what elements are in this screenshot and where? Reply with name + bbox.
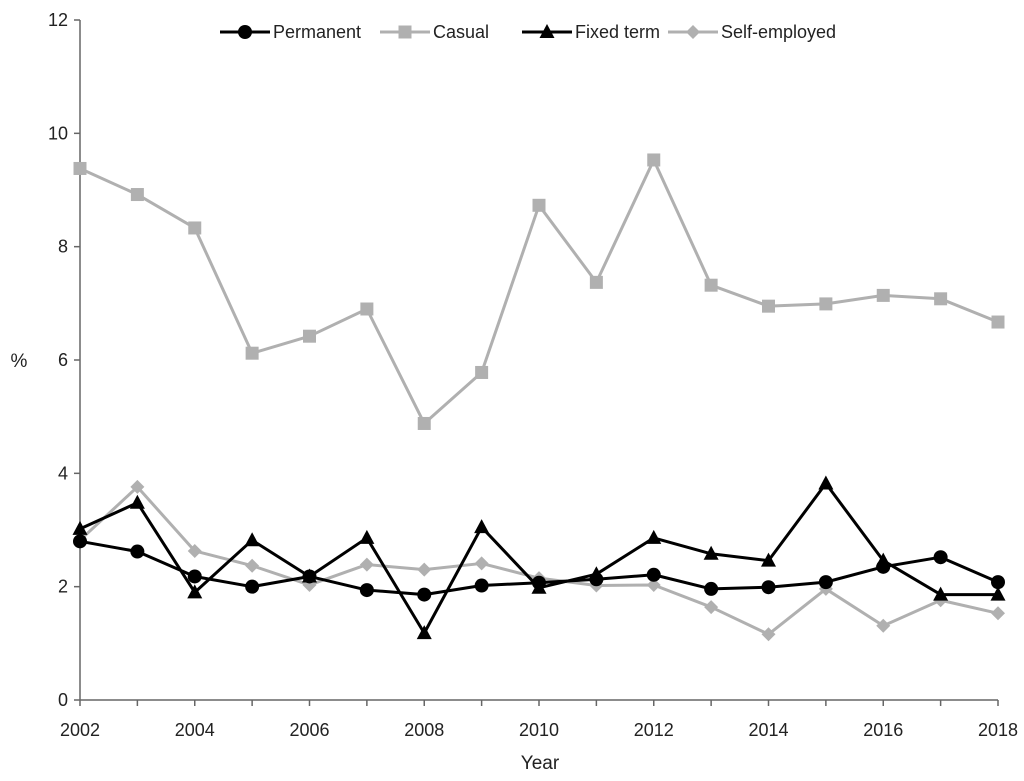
legend-label: Self-employed xyxy=(721,22,836,42)
legend-marker xyxy=(238,25,252,39)
legend-label: Fixed term xyxy=(575,22,660,42)
data-point-permanent xyxy=(933,550,948,565)
data-point-self-employed xyxy=(130,479,145,494)
legend-label: Permanent xyxy=(273,22,361,42)
data-point-casual xyxy=(532,198,546,212)
series-casual xyxy=(73,153,1005,430)
y-tick-label: 8 xyxy=(58,237,68,257)
data-point-self-employed xyxy=(417,562,432,577)
legend-item-self-employed: Self-employed xyxy=(668,22,836,42)
x-tick-label: 2010 xyxy=(519,720,559,740)
data-point-self-employed xyxy=(876,618,891,633)
data-point-casual xyxy=(475,365,489,379)
data-point-fixed-term xyxy=(933,586,949,601)
data-point-permanent xyxy=(359,583,374,598)
x-tick-label: 2002 xyxy=(60,720,100,740)
y-tick-label: 2 xyxy=(58,577,68,597)
data-point-casual xyxy=(73,161,87,175)
data-point-fixed-term xyxy=(416,625,432,640)
data-point-casual xyxy=(589,275,603,289)
data-point-fixed-term xyxy=(761,552,776,567)
data-point-casual xyxy=(704,278,718,292)
data-point-fixed-term xyxy=(244,532,260,547)
data-point-casual xyxy=(647,153,661,167)
data-point-casual xyxy=(876,288,890,302)
x-tick-label: 2006 xyxy=(289,720,329,740)
y-ticks: 0 2 4 6 8 10 12 xyxy=(48,10,80,710)
data-point-permanent xyxy=(245,579,260,594)
y-tick-label: 10 xyxy=(48,123,68,143)
data-point-self-employed xyxy=(245,558,260,573)
data-point-fixed-term xyxy=(359,529,375,544)
data-point-permanent xyxy=(761,580,776,595)
data-point-fixed-term xyxy=(646,529,662,544)
data-point-fixed-term xyxy=(72,520,88,535)
legend-marker xyxy=(398,25,412,39)
axes xyxy=(79,20,998,701)
data-point-casual xyxy=(819,297,833,311)
legend-item-permanent: Permanent xyxy=(220,22,361,42)
legend-item-casual: Casual xyxy=(380,22,489,42)
data-point-casual xyxy=(991,315,1005,329)
data-point-permanent xyxy=(187,569,202,584)
data-point-self-employed xyxy=(474,556,489,571)
data-point-casual xyxy=(360,302,374,316)
data-point-fixed-term xyxy=(875,552,891,567)
series-layer xyxy=(72,153,1006,642)
legend-marker xyxy=(686,25,700,39)
legend-item-fixed-term: Fixed term xyxy=(522,22,660,42)
data-point-permanent xyxy=(818,575,833,590)
data-point-self-employed xyxy=(187,543,202,558)
legend: Permanent Casual Fixed term Self-employed xyxy=(220,22,836,42)
data-point-fixed-term xyxy=(187,584,203,599)
data-point-casual xyxy=(417,416,431,430)
series-self-employed xyxy=(73,479,1005,642)
data-point-self-employed xyxy=(991,606,1005,621)
y-tick-label: 12 xyxy=(48,10,68,30)
data-point-casual xyxy=(762,299,775,313)
legend-label: Casual xyxy=(433,22,489,42)
x-tick-label: 2018 xyxy=(978,720,1018,740)
data-point-self-employed xyxy=(761,627,776,642)
data-point-permanent xyxy=(130,544,145,559)
data-point-permanent xyxy=(417,587,432,602)
legend-marker xyxy=(539,24,555,38)
data-point-self-employed xyxy=(704,600,719,615)
x-tick-label: 2008 xyxy=(404,720,444,740)
y-tick-label: 6 xyxy=(58,350,68,370)
data-point-fixed-term xyxy=(990,586,1006,601)
y-tick-label: 4 xyxy=(58,463,68,483)
data-point-fixed-term xyxy=(703,545,719,560)
x-ticks: 2002 2004 2006 2008 2010 2012 2014 2016 2018 xyxy=(60,700,1018,740)
x-tick-label: 2012 xyxy=(634,720,674,740)
data-point-permanent xyxy=(73,534,87,549)
data-point-fixed-term xyxy=(474,519,490,534)
data-point-casual xyxy=(934,292,948,306)
data-point-permanent xyxy=(474,578,489,593)
data-point-fixed-term xyxy=(302,568,317,583)
series-fixed-term xyxy=(72,475,1006,640)
data-point-self-employed xyxy=(646,577,661,592)
y-axis-title: % xyxy=(11,351,28,372)
data-point-casual xyxy=(245,346,259,360)
data-point-fixed-term xyxy=(588,566,604,581)
x-tick-label: 2004 xyxy=(175,720,215,740)
x-axis-title: Year xyxy=(521,753,560,774)
data-point-permanent xyxy=(991,575,1005,590)
data-point-fixed-term xyxy=(129,494,145,509)
x-tick-label: 2016 xyxy=(863,720,903,740)
data-point-casual xyxy=(130,188,144,202)
series-line-self-employed xyxy=(78,485,999,636)
data-point-casual xyxy=(303,329,316,343)
data-point-casual xyxy=(188,221,202,235)
x-tick-label: 2014 xyxy=(748,720,788,740)
data-point-permanent xyxy=(704,581,719,596)
data-point-self-employed xyxy=(359,557,374,572)
data-point-fixed-term xyxy=(818,475,834,490)
data-point-permanent xyxy=(646,567,661,582)
y-tick-label: 0 xyxy=(58,690,68,710)
data-point-fixed-term xyxy=(531,579,547,594)
